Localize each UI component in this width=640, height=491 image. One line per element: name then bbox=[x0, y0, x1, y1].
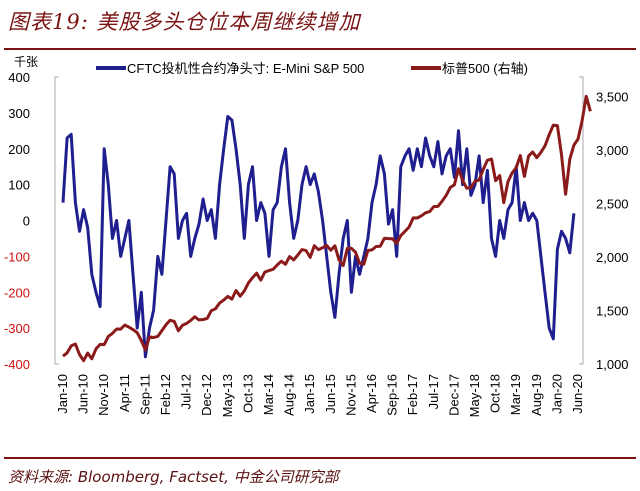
right-tick-label: 3,000 bbox=[596, 143, 629, 158]
left-tick-label: 400 bbox=[8, 70, 30, 85]
source-note: 资料来源: Bloomberg, Factset, 中金公司研究部 bbox=[8, 468, 339, 486]
legend-label: 标普500 (右轴) bbox=[442, 61, 528, 76]
x-tick-label: Jan-10 bbox=[55, 374, 70, 414]
x-tick-label: Sep-16 bbox=[385, 374, 400, 416]
left-tick-label: 100 bbox=[8, 178, 30, 193]
right-tick-label: 1,000 bbox=[596, 357, 629, 372]
x-tick-label: Jun-20 bbox=[570, 374, 585, 414]
x-tick-label: Jun-15 bbox=[323, 374, 338, 414]
right-tick-label: 3,500 bbox=[596, 89, 629, 104]
left-tick-label: -300 bbox=[4, 321, 30, 336]
x-tick-label: Jan-15 bbox=[302, 374, 317, 414]
left-tick-label: 300 bbox=[8, 106, 30, 121]
right-axis-line bbox=[579, 76, 584, 365]
x-tick-label: May-13 bbox=[220, 374, 235, 417]
x-tick-label: Oct-18 bbox=[488, 374, 503, 413]
x-tick-label: Aug-14 bbox=[282, 374, 297, 416]
x-tick-label: Sep-11 bbox=[137, 374, 152, 415]
x-tick-label: May-18 bbox=[467, 374, 482, 417]
x-tick-label: Mar-19 bbox=[508, 374, 523, 415]
source-rule bbox=[4, 457, 636, 459]
cftc-net-position-line bbox=[61, 115, 576, 359]
x-tick-label: Apr-16 bbox=[364, 374, 379, 413]
x-tick-label: Jan-20 bbox=[549, 374, 564, 414]
x-tick-label: Apr-11 bbox=[117, 374, 132, 412]
x-tick-label: Dec-17 bbox=[446, 374, 461, 416]
left-axis-line bbox=[54, 76, 59, 365]
title-rule bbox=[4, 48, 636, 50]
figure-title: 图表19: 美股多头仓位本周继续增加 bbox=[8, 10, 361, 34]
x-tick-label: Nov-15 bbox=[343, 374, 358, 416]
right-tick-label: 2,500 bbox=[596, 196, 629, 211]
x-tick-label: Oct-13 bbox=[240, 374, 255, 413]
x-tick-label: Jul-17 bbox=[426, 374, 441, 409]
x-tick-label: Feb-12 bbox=[158, 374, 173, 415]
x-tick-label: Aug-19 bbox=[529, 374, 544, 416]
x-tick-label: Dec-12 bbox=[199, 374, 214, 416]
x-tick-label: Jul-12 bbox=[179, 374, 194, 409]
legend-label: CFTC投机性合约净头寸: E-Mini S&P 500 bbox=[127, 61, 364, 76]
x-tick-label: Feb-17 bbox=[405, 374, 420, 415]
left-tick-label: -200 bbox=[4, 285, 30, 300]
x-tick-label: Mar-14 bbox=[261, 374, 276, 415]
left-tick-label: -100 bbox=[4, 249, 30, 264]
x-tick-label: Nov-10 bbox=[96, 374, 111, 416]
left-axis-unit: 千张 bbox=[14, 55, 38, 69]
x-tick-label: Jun-10 bbox=[76, 374, 91, 414]
left-tick-label: -400 bbox=[4, 357, 30, 372]
left-tick-label: 200 bbox=[8, 142, 30, 157]
right-tick-label: 1,500 bbox=[596, 303, 629, 318]
right-tick-label: 2,000 bbox=[596, 250, 629, 265]
left-tick-label: 0 bbox=[23, 214, 30, 229]
sp500-line bbox=[62, 94, 592, 363]
